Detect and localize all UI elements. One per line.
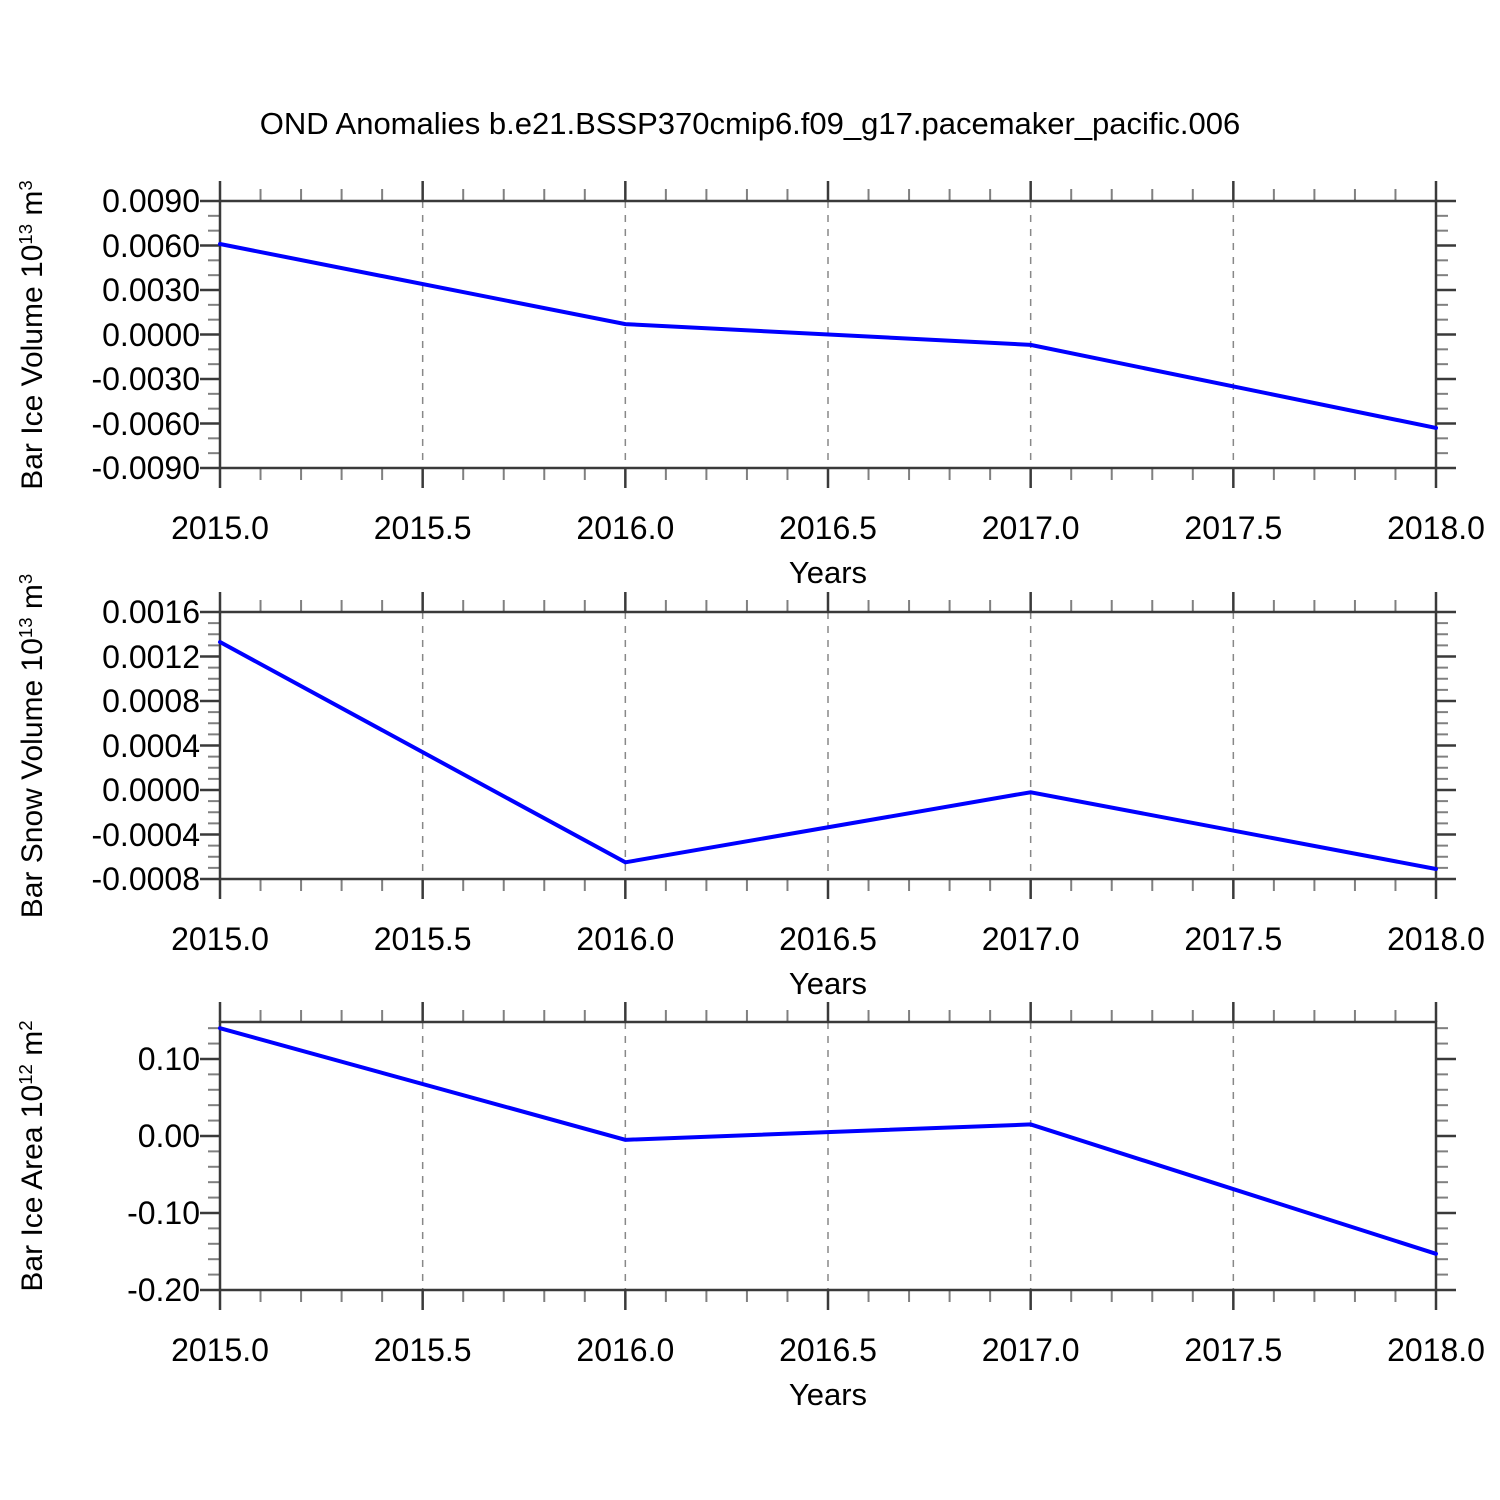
data-series-line xyxy=(218,1026,1438,1256)
figure-title: OND Anomalies b.e21.BSSP370cmip6.f09_g17… xyxy=(259,106,1241,141)
x-tick-label: 2018.0 xyxy=(1387,1332,1485,1368)
x-tick-label: 2018.0 xyxy=(1387,921,1485,957)
x-tick-label: 2016.0 xyxy=(576,1332,675,1368)
x-tick-label: 2015.5 xyxy=(373,1332,472,1368)
y-tick-label: -0.10 xyxy=(127,1194,200,1231)
y-tick-label: 0.0060 xyxy=(102,227,200,264)
panel-frame xyxy=(218,1020,1438,1292)
y-tick-label: 0.0090 xyxy=(102,183,200,219)
x-tick-label: 2015.5 xyxy=(373,510,472,546)
x-tick-label: 2017.0 xyxy=(981,510,1080,546)
y-tick-label: 0.0000 xyxy=(102,316,200,353)
y-axis-title-unit-exponent: 2 xyxy=(14,1020,36,1031)
y-tick-label: 0.0004 xyxy=(102,727,200,764)
y-tick-label: -0.0008 xyxy=(91,861,200,897)
data-series-line xyxy=(218,242,1438,430)
x-tick-label: 2015.0 xyxy=(171,921,269,957)
y-axis-title-exponent: 13 xyxy=(14,223,36,245)
y-tick-label: 0.0016 xyxy=(102,594,200,630)
y-tick-label: 0.00 xyxy=(137,1117,200,1154)
y-axis-title-unit-exponent: 3 xyxy=(14,573,36,584)
y-axis-title-exponent: 13 xyxy=(14,616,36,638)
panel-frame xyxy=(218,199,1438,470)
x-tick-label: 2017.0 xyxy=(981,1332,1080,1368)
x-tick-label: 2016.5 xyxy=(779,510,877,546)
x-axis-title: Years xyxy=(788,555,868,590)
y-tick-label: -0.0060 xyxy=(91,405,200,442)
y-tick-label: -0.0030 xyxy=(91,361,200,397)
y-tick-label: 0.0000 xyxy=(102,772,200,808)
x-tick-label: 2016.0 xyxy=(576,510,675,546)
y-tick-label: -0.20 xyxy=(127,1272,200,1308)
x-tick-label: 2017.5 xyxy=(1184,1332,1283,1368)
x-axis-title: Years xyxy=(788,1377,868,1412)
x-axis-title: Years xyxy=(788,966,868,1001)
x-tick-label: 2015.5 xyxy=(373,921,472,957)
y-axis-title-unit-exponent: 3 xyxy=(14,179,36,191)
x-tick-label: 2017.0 xyxy=(981,921,1080,957)
y-tick-label: 0.0008 xyxy=(102,683,200,719)
x-tick-label: 2015.0 xyxy=(171,1332,269,1368)
x-tick-label: 2016.5 xyxy=(779,1332,877,1368)
x-tick-label: 2017.5 xyxy=(1184,921,1283,957)
y-tick-label: 0.0012 xyxy=(102,638,200,675)
y-tick-label: -0.0004 xyxy=(91,816,200,853)
x-tick-label: 2015.0 xyxy=(171,510,269,546)
y-tick-label: -0.0090 xyxy=(91,450,200,486)
x-tick-label: 2017.5 xyxy=(1184,510,1283,546)
x-tick-label: 2016.0 xyxy=(576,921,675,957)
y-tick-label: 0.10 xyxy=(137,1040,200,1077)
y-axis-title-exponent: 12 xyxy=(14,1064,36,1085)
data-series-line xyxy=(218,640,1438,871)
x-tick-label: 2018.0 xyxy=(1387,510,1485,546)
y-axis-title-ice-area: Bar Ice Area 1012 m2 xyxy=(13,936,53,1376)
y-tick-label: 0.0030 xyxy=(102,272,200,308)
x-tick-label: 2016.5 xyxy=(779,921,877,957)
panel-frame xyxy=(218,610,1438,881)
